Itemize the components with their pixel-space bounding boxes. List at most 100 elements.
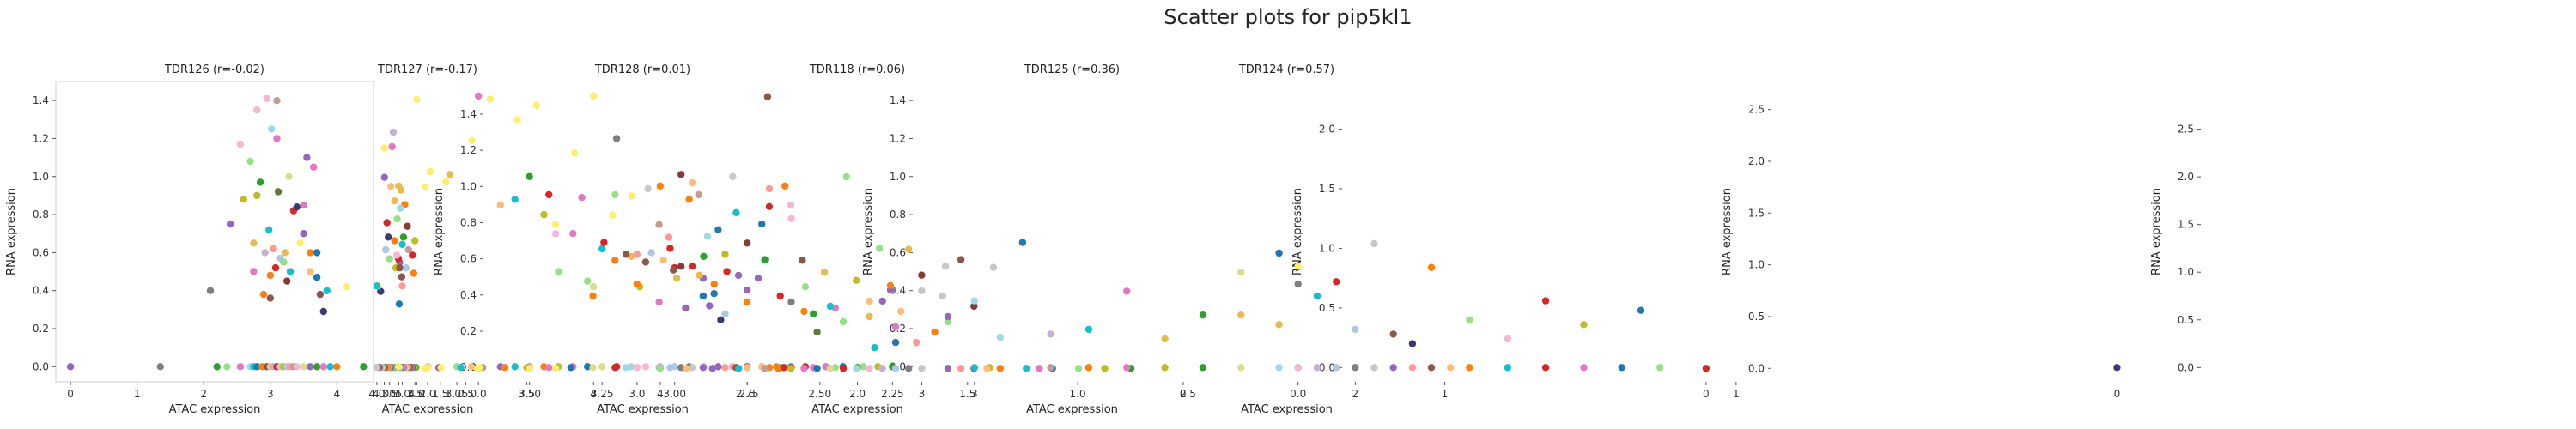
data-point <box>721 310 729 317</box>
data-point <box>622 251 630 258</box>
data-point <box>584 277 592 285</box>
data-point <box>820 269 829 276</box>
data-point <box>386 255 393 263</box>
data-point <box>1466 364 1473 372</box>
y-tick-label: 0.8 <box>890 208 906 221</box>
data-point <box>780 364 788 372</box>
y-tick-label: 1.4 <box>460 108 477 120</box>
x-tick-label: 1.0 <box>1070 388 1086 400</box>
y-tick-label: 1.5 <box>2178 219 2194 231</box>
data-point <box>395 300 404 308</box>
data-point <box>1656 364 1664 372</box>
data-point <box>360 363 368 371</box>
data-point <box>300 363 307 371</box>
data-point <box>1637 306 1645 314</box>
data-point <box>391 197 398 205</box>
y-tick-label: 0.5 <box>1748 311 1765 323</box>
data-point <box>511 196 519 203</box>
y-tick-label: 1.5 <box>1319 183 1335 195</box>
data-point <box>787 214 795 222</box>
data-point <box>266 294 274 302</box>
panels-container: TDR126 (r=-0.02)0 1 2 3 40.00.20.40.60.81.01… <box>5 63 2201 416</box>
points-group <box>413 95 1302 372</box>
data-point <box>853 276 860 284</box>
y-axis-label: RNA expression <box>5 188 18 275</box>
data-point <box>886 281 895 289</box>
data-point <box>1161 335 1169 343</box>
data-point <box>641 258 650 266</box>
y-axis-label: RNA expression <box>1721 188 1734 275</box>
y-tick-label: 1.0 <box>890 171 906 183</box>
data-point <box>891 365 900 372</box>
data-point <box>227 220 234 228</box>
x-tick-label: 3.0 <box>629 388 645 400</box>
points-group <box>421 95 1710 372</box>
data-point <box>800 307 808 316</box>
data-point <box>878 365 886 372</box>
data-point <box>398 240 406 248</box>
data-point <box>734 271 743 280</box>
data-point <box>695 190 702 199</box>
data-point <box>708 365 716 372</box>
data-point <box>421 183 429 191</box>
data-point <box>744 286 751 294</box>
y-tick-label: 0.4 <box>33 285 49 297</box>
data-point <box>665 233 673 241</box>
y-tick-label: 2.5 <box>2178 124 2194 136</box>
data-point <box>1580 364 1588 372</box>
data-point <box>641 363 650 371</box>
data-point <box>723 268 731 275</box>
data-point <box>866 297 873 305</box>
data-point <box>1237 269 1245 276</box>
panel-title: TDR125 (r=0.36) <box>1024 63 1120 76</box>
y-tick-label: 1.0 <box>460 180 477 192</box>
x-tick-label: 1 <box>1733 388 1740 400</box>
data-point <box>970 297 979 305</box>
x-tick-label: 0.5 <box>1180 388 1196 400</box>
data-point <box>395 182 403 190</box>
x-tick-label: 2.25 <box>881 388 904 400</box>
data-point <box>265 226 273 233</box>
data-point <box>404 245 412 254</box>
data-point <box>896 307 905 316</box>
data-point <box>266 271 274 280</box>
data-point <box>1047 330 1054 338</box>
data-point <box>373 363 381 372</box>
data-point <box>677 171 685 178</box>
data-point <box>714 363 722 371</box>
data-point <box>871 344 878 352</box>
data-point <box>622 364 630 372</box>
data-point <box>1408 340 1417 347</box>
data-point <box>398 273 406 281</box>
x-axis-label: ATAC expression <box>1241 403 1333 416</box>
data-point <box>612 135 621 142</box>
data-point <box>647 249 655 257</box>
x-tick-label: 2 <box>1180 388 1187 400</box>
data-point <box>666 364 674 372</box>
data-point <box>380 173 388 181</box>
x-tick-label: 2.50 <box>808 388 831 400</box>
data-point <box>685 196 693 203</box>
data-point <box>555 268 562 275</box>
data-point <box>476 364 483 372</box>
data-point <box>905 245 913 253</box>
data-point <box>688 263 696 270</box>
data-point <box>703 233 712 240</box>
data-point <box>839 365 848 372</box>
data-point <box>913 338 920 347</box>
data-point <box>307 268 314 275</box>
data-point <box>944 317 952 326</box>
data-point <box>1123 364 1131 372</box>
data-point <box>590 92 598 100</box>
x-tick-label: 4.0 <box>368 388 385 400</box>
data-point <box>732 208 740 216</box>
data-point <box>66 363 75 371</box>
data-point <box>319 307 327 316</box>
panel-title: TDR124 (r=0.57) <box>1238 63 1334 76</box>
x-tick-label: 3 <box>919 388 926 400</box>
x-axis-label: ATAC expression <box>382 403 474 416</box>
data-point <box>699 364 708 372</box>
x-tick-label: 0 <box>2114 388 2121 400</box>
data-point <box>2113 364 2121 372</box>
data-point <box>813 365 821 372</box>
